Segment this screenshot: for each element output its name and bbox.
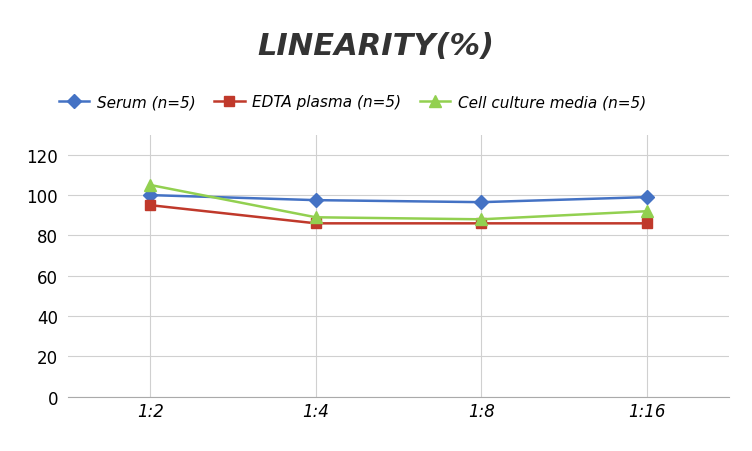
Legend: Serum (n=5), EDTA plasma (n=5), Cell culture media (n=5): Serum (n=5), EDTA plasma (n=5), Cell cul… (53, 89, 652, 116)
Text: LINEARITY(%): LINEARITY(%) (257, 32, 495, 60)
